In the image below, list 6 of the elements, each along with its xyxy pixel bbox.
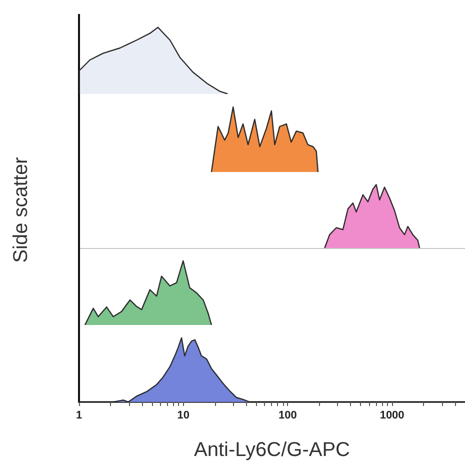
y-axis-title: Side scatter (10, 156, 32, 263)
x-tick-label: 100 (278, 410, 297, 422)
x-tick-label: 10 (177, 410, 190, 422)
x-axis-title: Anti-Ly6C/G-APC (194, 439, 350, 461)
x-tick-label: 1000 (380, 410, 404, 422)
x-tick-label: 1 (76, 410, 82, 422)
